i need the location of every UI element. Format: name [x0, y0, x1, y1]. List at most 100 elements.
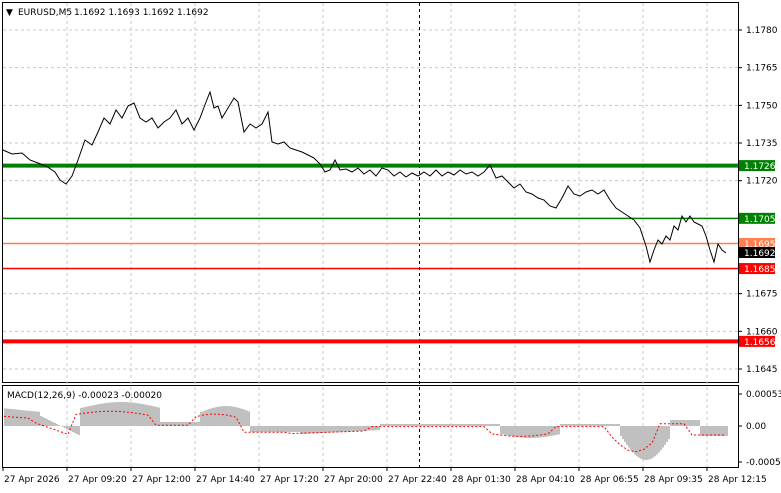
macd-bar [470, 424, 472, 426]
macd-bar [564, 424, 566, 426]
macd-bar [512, 426, 514, 437]
macd-bar [16, 409, 18, 426]
macd-bar [106, 402, 108, 426]
macd-bar [182, 422, 184, 426]
macd-bar [684, 420, 686, 426]
macd-bar [372, 426, 374, 431]
macd-bar [178, 422, 180, 426]
macd-bar [568, 424, 570, 426]
macd-bar [392, 424, 394, 426]
macd-bar [414, 424, 416, 426]
macd-bar [146, 404, 148, 426]
macd-bar [32, 411, 34, 426]
macd-bar [444, 424, 446, 426]
macd-bar [296, 426, 298, 432]
time-axis: 27 Apr 2026 27 Apr 09:20 27 Apr 12:00 27 Ap… [2, 467, 767, 485]
price-tick-label: 1.1765 [746, 64, 778, 74]
price-tick-label: 1.1660 [746, 327, 778, 337]
macd-bar [164, 422, 166, 426]
time-tick-label: 28 Apr 09:35 [644, 475, 703, 485]
macd-bar [358, 426, 360, 432]
macd-bar [622, 426, 624, 440]
macd-bar [704, 426, 706, 436]
macd-bar [302, 426, 304, 434]
macd-bar [546, 426, 548, 437]
macd-bar [110, 402, 112, 426]
macd-bar [588, 424, 590, 426]
macd-bar [496, 424, 498, 426]
macd-bar [518, 426, 520, 438]
macd-bar [242, 409, 244, 426]
grid-lines [3, 3, 738, 467]
macd-bar [12, 409, 14, 426]
macd-bar [90, 405, 92, 426]
price-tick-label: 1.1675 [746, 290, 778, 300]
macd-bar [598, 424, 600, 426]
macd-bar [436, 424, 438, 426]
macd-bar [420, 424, 422, 426]
macd-bar [370, 426, 372, 431]
macd-bar [360, 426, 362, 431]
macd-bar [628, 426, 630, 448]
macd-bar [602, 424, 604, 426]
macd-bar [464, 424, 466, 426]
macd-bar [412, 424, 414, 426]
macd-bar [504, 426, 506, 435]
macd-bar [570, 424, 572, 426]
macd-bar [596, 424, 598, 426]
macd-bar [174, 422, 176, 426]
macd-bar [312, 426, 314, 434]
macd-bar [446, 424, 448, 426]
macd-bar [264, 426, 266, 432]
macd-bar [724, 426, 726, 436]
macd-bar [418, 424, 420, 426]
macd-bar [610, 424, 612, 426]
time-tick-label: 28 Apr 04:10 [516, 475, 575, 485]
macd-bar [482, 424, 484, 426]
macd-bar [382, 424, 384, 426]
macd-bar [642, 426, 644, 460]
macd-bar [548, 426, 550, 437]
macd-bar [22, 410, 24, 426]
macd-bar [192, 422, 194, 426]
macd-bar [38, 411, 40, 426]
level-tags: 1.1726 1.1705 1.1695 1.1685 1.1656 [739, 160, 776, 348]
macd-bar [122, 402, 124, 426]
macd-bar [228, 406, 230, 426]
macd-bar [310, 426, 312, 434]
macd-bar [448, 424, 450, 426]
macd-bar [344, 426, 346, 432]
macd-bar [630, 426, 632, 451]
macd-bar [428, 424, 430, 426]
macd-bar [396, 424, 398, 426]
macd-bar [680, 420, 682, 426]
macd-bar [452, 424, 454, 426]
chart-header-arrow[interactable]: ▼ [6, 8, 13, 18]
macd-bar [468, 424, 470, 426]
macd-bar [710, 426, 712, 436]
macd-bar [300, 426, 302, 434]
macd-bar [600, 424, 602, 426]
macd-bar [644, 426, 646, 460]
macd-bar [120, 402, 122, 426]
macd-bar [280, 426, 282, 432]
macd-bar [190, 422, 192, 426]
macd-bar [514, 426, 516, 437]
macd-bar [10, 409, 12, 426]
macd-tick-label: 0.00053 [746, 390, 781, 400]
macd-bar [200, 412, 202, 426]
macd-bar [276, 426, 278, 432]
macd-bar [404, 424, 406, 426]
macd-bar [472, 424, 474, 426]
macd-bar [26, 410, 28, 426]
macd-bar [666, 426, 668, 442]
macd-bar [130, 402, 132, 426]
macd-bar [180, 422, 182, 426]
macd-bar [112, 402, 114, 426]
macd-bar [528, 426, 530, 438]
macd-bar [394, 424, 396, 426]
macd-bar [582, 424, 584, 426]
macd-bar [488, 424, 490, 426]
macd-bar [698, 420, 700, 426]
